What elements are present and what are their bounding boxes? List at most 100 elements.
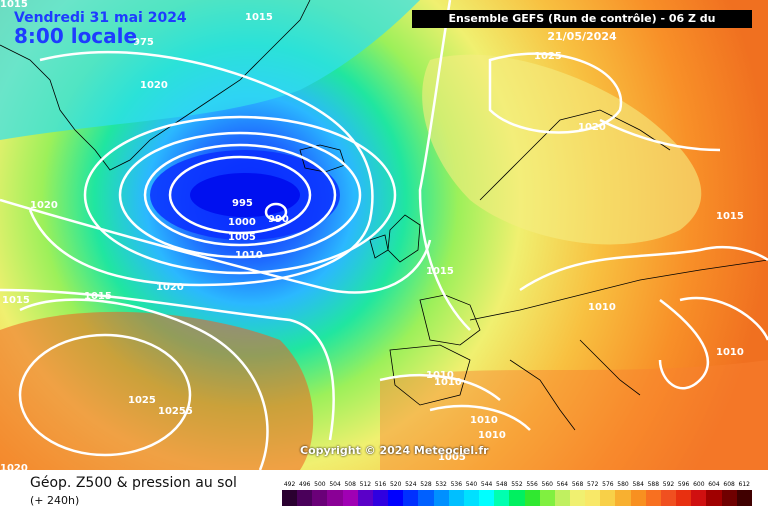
isobar-label: 1015: [0, 0, 28, 10]
isobar-label: 1005: [228, 232, 256, 243]
legend-value: 568: [571, 481, 584, 488]
isobar-label: 1020: [0, 463, 28, 470]
legend-swatch: [282, 490, 298, 506]
legend-value: 576: [602, 481, 614, 488]
legend-swatch: [524, 490, 540, 506]
legend-swatch: [569, 490, 586, 506]
legend-swatch: [676, 490, 692, 506]
forecast-date: Vendredi 31 mai 2024: [14, 10, 187, 26]
isobar-label: 1020: [30, 200, 58, 211]
isobar-label: 1000: [228, 217, 256, 228]
legend-value: 596: [677, 481, 690, 488]
legend-value: 512: [359, 481, 372, 488]
legend-swatch: [736, 490, 752, 506]
legend-value: 592: [662, 481, 675, 488]
legend-value: 532: [435, 481, 447, 488]
legend-value: 564: [556, 481, 569, 488]
footer-panel: Géop. Z500 & pression au sol (+ 240h) 49…: [0, 470, 768, 512]
color-legend: 492 496 500 504 508 512 516 520 524 528 532 536 540 5…: [282, 480, 752, 508]
legend-value: 516: [374, 481, 387, 488]
legend-value: 524: [405, 481, 417, 488]
legend-swatch: [297, 490, 313, 506]
isobar-label: 1010: [434, 377, 462, 388]
copyright-text: Copyright © 2024 Meteociel.fr: [300, 444, 489, 457]
legend-value: 540: [465, 481, 478, 488]
legend-value: 600: [693, 481, 705, 488]
isobar-label: 1020: [578, 122, 606, 133]
legend-swatch: [721, 490, 737, 506]
isobar-label: 990: [268, 214, 289, 225]
southwest-warm-region: [0, 311, 314, 470]
legend-value: 608: [723, 481, 735, 488]
isobar-label: 1010: [470, 415, 498, 426]
legend-value: 544: [480, 481, 493, 488]
isobar-label: 1005: [438, 452, 466, 463]
isobar-label: 975: [133, 37, 154, 48]
isobar-label: 995: [232, 198, 253, 209]
forecast-lead-time: (+ 240h): [30, 494, 80, 507]
north-europe-pale-region: [422, 54, 702, 245]
isobar-label: 1015: [84, 291, 112, 302]
southeast-warm-region: [380, 360, 768, 470]
low-core-center: [190, 173, 300, 217]
legend-labels: 492 496 500 504 508 512 516 520 524 528 532 536 540 5…: [282, 480, 752, 490]
legend-swatch: [585, 490, 601, 506]
legend-swatch: [539, 490, 555, 506]
legend-swatch: [463, 490, 480, 506]
legend-value: 604: [708, 481, 720, 488]
legend-value: 580: [617, 481, 629, 488]
legend-color-bar: [282, 490, 752, 506]
legend-value: 588: [647, 481, 660, 488]
isobar-label: 1025: [534, 51, 562, 62]
pressure-map: 1015 1015 975 1020 1025 1020 1020 995 10…: [0, 0, 768, 470]
isobar-label: 1010: [478, 430, 506, 441]
north-cold-region: [0, 0, 420, 140]
legend-swatch: [342, 490, 358, 506]
legend-swatch: [494, 490, 510, 506]
legend-value: 556: [526, 481, 538, 488]
isobar-label: 10255: [158, 406, 193, 417]
legend-value: 536: [450, 481, 463, 488]
legend-swatch: [660, 490, 677, 506]
isobar-label: 1010: [716, 347, 744, 358]
isobar-label: 1015: [426, 266, 454, 277]
isobar-label: 1010: [588, 302, 616, 313]
isobar-label: 1020: [140, 80, 168, 91]
legend-swatch: [372, 490, 389, 506]
isobar-label: 1010: [235, 250, 263, 261]
run-info-banner: Ensemble GEFS (Run de contrôle) - 06 Z d…: [412, 10, 752, 43]
isobar-label: 1015: [716, 211, 744, 222]
legend-value: 508: [344, 481, 356, 488]
legend-value: 504: [329, 481, 341, 488]
legend-swatch: [645, 490, 661, 506]
legend-value: 560: [541, 481, 553, 488]
legend-value: 584: [632, 481, 644, 488]
legend-value: 548: [496, 481, 508, 488]
legend-value: 520: [389, 481, 402, 488]
legend-swatch: [630, 490, 646, 506]
isobar-label: 1015: [245, 12, 273, 23]
isobar-label: 1020: [156, 282, 184, 293]
legend-swatch: [479, 490, 495, 506]
legend-swatch: [554, 490, 570, 506]
local-time: 8:00 locale: [14, 24, 138, 48]
legend-value: 496: [299, 481, 311, 488]
legend-swatch: [600, 490, 616, 506]
legend-swatch: [312, 490, 328, 506]
coastlines: [0, 0, 768, 431]
legend-swatch: [448, 490, 464, 506]
legend-swatch: [706, 490, 722, 506]
legend-swatch: [691, 490, 707, 506]
legend-swatch: [433, 490, 449, 506]
legend-value: 528: [420, 481, 432, 488]
legend-swatch: [388, 490, 404, 506]
legend-swatch: [357, 490, 373, 506]
isobar-label: 1010: [426, 370, 454, 381]
legend-value: 572: [586, 481, 599, 488]
legend-value: 492: [283, 481, 296, 488]
legend-swatch: [509, 490, 525, 506]
isobar-label: 1015: [2, 295, 30, 306]
legend-value: 612: [738, 481, 750, 488]
legend-swatch: [418, 490, 434, 506]
